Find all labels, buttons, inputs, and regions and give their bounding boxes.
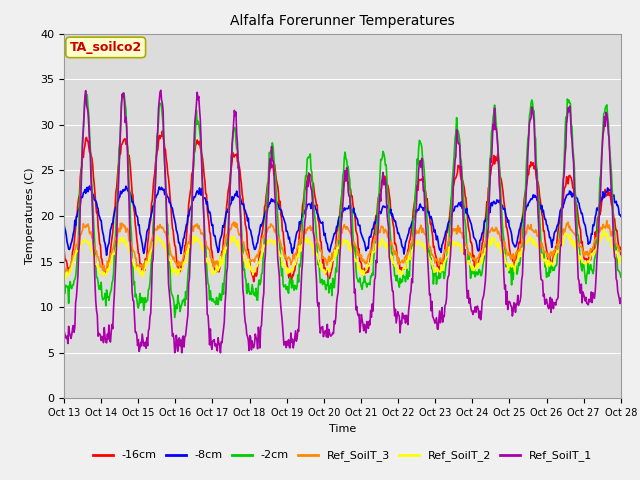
- -8cm: [86, 183, 93, 189]
- Ref_SoilT_3: [603, 218, 611, 224]
- Y-axis label: Temperatures (C): Temperatures (C): [24, 168, 35, 264]
- -16cm: [617, 252, 625, 257]
- -2cm: [60, 285, 68, 290]
- Ref_SoilT_3: [185, 239, 193, 244]
- Line: -16cm: -16cm: [64, 131, 621, 282]
- Title: Alfalfa Forerunner Temperatures: Alfalfa Forerunner Temperatures: [230, 14, 455, 28]
- -2cm: [120, 90, 127, 96]
- Ref_SoilT_3: [128, 244, 136, 250]
- Ref_SoilT_3: [64, 270, 72, 276]
- Text: TA_soilco2: TA_soilco2: [70, 41, 142, 54]
- Ref_SoilT_3: [428, 248, 435, 254]
- -8cm: [412, 208, 419, 214]
- -16cm: [428, 228, 436, 234]
- Ref_SoilT_1: [157, 87, 164, 93]
- Ref_SoilT_1: [127, 269, 135, 275]
- -8cm: [103, 252, 111, 258]
- -16cm: [214, 266, 222, 272]
- -16cm: [287, 279, 295, 285]
- -2cm: [617, 274, 625, 280]
- -8cm: [617, 214, 625, 219]
- Legend: -16cm, -8cm, -2cm, Ref_SoilT_3, Ref_SoilT_2, Ref_SoilT_1: -16cm, -8cm, -2cm, Ref_SoilT_3, Ref_Soil…: [88, 446, 596, 466]
- -16cm: [70, 240, 78, 246]
- -16cm: [60, 246, 68, 252]
- -2cm: [215, 296, 223, 302]
- Line: -2cm: -2cm: [64, 93, 621, 318]
- Line: -8cm: -8cm: [64, 186, 621, 255]
- Line: Ref_SoilT_2: Ref_SoilT_2: [64, 229, 621, 280]
- Ref_SoilT_1: [428, 299, 436, 304]
- -2cm: [128, 259, 136, 265]
- Line: Ref_SoilT_3: Ref_SoilT_3: [64, 221, 621, 273]
- -2cm: [412, 187, 419, 192]
- Ref_SoilT_3: [214, 262, 222, 268]
- Ref_SoilT_3: [71, 248, 79, 254]
- Ref_SoilT_2: [411, 242, 419, 248]
- -2cm: [70, 278, 78, 284]
- X-axis label: Time: Time: [329, 424, 356, 433]
- Ref_SoilT_2: [71, 253, 79, 259]
- -16cm: [127, 179, 135, 185]
- -8cm: [186, 208, 193, 214]
- -16cm: [159, 128, 166, 134]
- Ref_SoilT_2: [60, 273, 68, 278]
- Ref_SoilT_2: [128, 258, 136, 264]
- -8cm: [129, 199, 137, 205]
- Ref_SoilT_1: [617, 295, 625, 301]
- -8cm: [215, 248, 223, 253]
- Line: Ref_SoilT_1: Ref_SoilT_1: [64, 90, 621, 353]
- -2cm: [186, 255, 193, 261]
- Ref_SoilT_1: [215, 341, 223, 347]
- -2cm: [171, 315, 179, 321]
- -16cm: [412, 193, 419, 199]
- Ref_SoilT_1: [412, 215, 419, 220]
- -8cm: [70, 228, 78, 234]
- Ref_SoilT_2: [61, 277, 68, 283]
- Ref_SoilT_1: [60, 328, 68, 334]
- Ref_SoilT_2: [214, 268, 222, 274]
- Ref_SoilT_2: [428, 258, 435, 264]
- Ref_SoilT_3: [60, 267, 68, 273]
- Ref_SoilT_1: [178, 350, 186, 356]
- Ref_SoilT_3: [617, 248, 625, 254]
- -16cm: [185, 202, 193, 207]
- Ref_SoilT_2: [617, 255, 625, 261]
- Ref_SoilT_1: [70, 329, 78, 335]
- Ref_SoilT_2: [185, 242, 193, 248]
- Ref_SoilT_2: [600, 226, 607, 232]
- Ref_SoilT_1: [186, 275, 193, 281]
- Ref_SoilT_3: [411, 228, 419, 234]
- -8cm: [60, 221, 68, 227]
- -8cm: [428, 216, 436, 222]
- -2cm: [428, 266, 436, 272]
